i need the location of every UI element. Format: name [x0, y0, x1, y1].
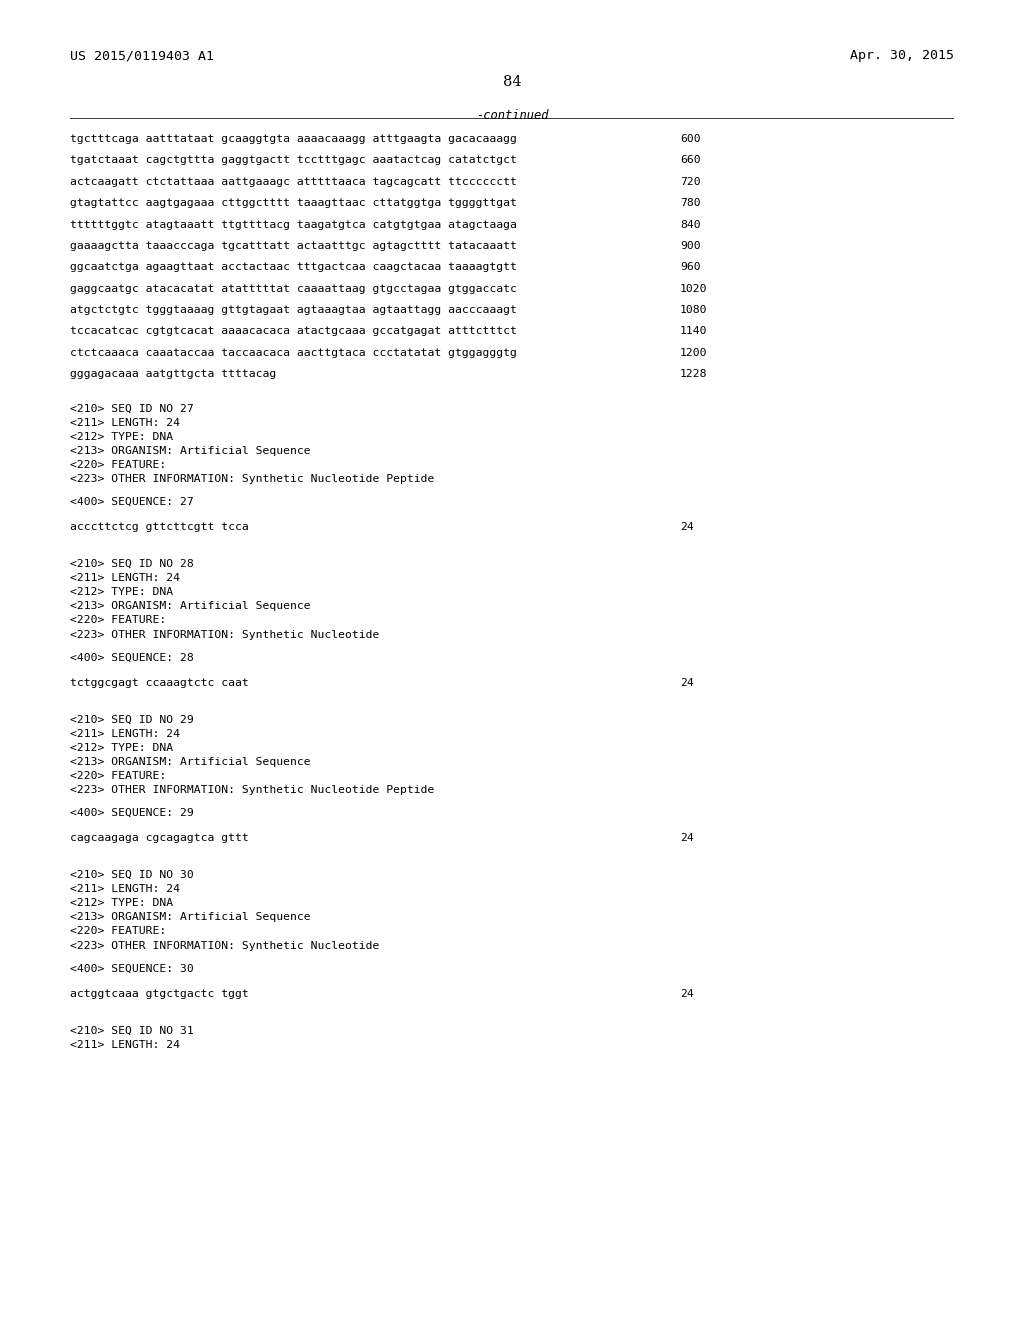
- Text: <220> FEATURE:: <220> FEATURE:: [70, 615, 166, 626]
- Text: <223> OTHER INFORMATION: Synthetic Nucleotide Peptide: <223> OTHER INFORMATION: Synthetic Nucle…: [70, 785, 434, 795]
- Text: acccttctcg gttcttcgtt tcca: acccttctcg gttcttcgtt tcca: [70, 523, 249, 532]
- Text: <223> OTHER INFORMATION: Synthetic Nucleotide Peptide: <223> OTHER INFORMATION: Synthetic Nucle…: [70, 474, 434, 484]
- Text: <212> TYPE: DNA: <212> TYPE: DNA: [70, 743, 173, 752]
- Text: ggcaatctga agaagttaat acctactaac tttgactcaa caagctacaa taaaagtgtt: ggcaatctga agaagttaat acctactaac tttgact…: [70, 263, 516, 272]
- Text: tccacatcac cgtgtcacat aaaacacaca atactgcaaa gccatgagat atttctttct: tccacatcac cgtgtcacat aaaacacaca atactgc…: [70, 326, 516, 337]
- Text: <213> ORGANISM: Artificial Sequence: <213> ORGANISM: Artificial Sequence: [70, 912, 310, 923]
- Text: <220> FEATURE:: <220> FEATURE:: [70, 771, 166, 781]
- Text: <400> SEQUENCE: 28: <400> SEQUENCE: 28: [70, 652, 194, 663]
- Text: 24: 24: [680, 833, 693, 843]
- Text: tctggcgagt ccaaagtctc caat: tctggcgagt ccaaagtctc caat: [70, 677, 249, 688]
- Text: 600: 600: [680, 135, 700, 144]
- Text: <400> SEQUENCE: 27: <400> SEQUENCE: 27: [70, 496, 194, 507]
- Text: gggagacaaa aatgttgcta ttttacag: gggagacaaa aatgttgcta ttttacag: [70, 370, 275, 379]
- Text: 1140: 1140: [680, 326, 708, 337]
- Text: <213> ORGANISM: Artificial Sequence: <213> ORGANISM: Artificial Sequence: [70, 756, 310, 767]
- Text: <210> SEQ ID NO 28: <210> SEQ ID NO 28: [70, 558, 194, 569]
- Text: <223> OTHER INFORMATION: Synthetic Nucleotide: <223> OTHER INFORMATION: Synthetic Nucle…: [70, 941, 379, 950]
- Text: 900: 900: [680, 242, 700, 251]
- Text: <213> ORGANISM: Artificial Sequence: <213> ORGANISM: Artificial Sequence: [70, 602, 310, 611]
- Text: <211> LENGTH: 24: <211> LENGTH: 24: [70, 1040, 179, 1049]
- Text: 1080: 1080: [680, 305, 708, 315]
- Text: <220> FEATURE:: <220> FEATURE:: [70, 459, 166, 470]
- Text: <211> LENGTH: 24: <211> LENGTH: 24: [70, 884, 179, 894]
- Text: <213> ORGANISM: Artificial Sequence: <213> ORGANISM: Artificial Sequence: [70, 446, 310, 455]
- Text: <211> LENGTH: 24: <211> LENGTH: 24: [70, 417, 179, 428]
- Text: tgatctaaat cagctgttta gaggtgactt tcctttgagc aaatactcag catatctgct: tgatctaaat cagctgttta gaggtgactt tcctttg…: [70, 156, 516, 165]
- Text: <223> OTHER INFORMATION: Synthetic Nucleotide: <223> OTHER INFORMATION: Synthetic Nucle…: [70, 630, 379, 640]
- Text: gaggcaatgc atacacatat atatttttat caaaattaag gtgcctagaa gtggaccatc: gaggcaatgc atacacatat atatttttat caaaatt…: [70, 284, 516, 293]
- Text: atgctctgtc tgggtaaaag gttgtagaat agtaaagtaa agtaattagg aacccaaagt: atgctctgtc tgggtaaaag gttgtagaat agtaaag…: [70, 305, 516, 315]
- Text: <400> SEQUENCE: 30: <400> SEQUENCE: 30: [70, 964, 194, 973]
- Text: <400> SEQUENCE: 29: <400> SEQUENCE: 29: [70, 808, 194, 818]
- Text: ttttttggtc atagtaaatt ttgttttacg taagatgtca catgtgtgaa atagctaaga: ttttttggtc atagtaaatt ttgttttacg taagatg…: [70, 219, 516, 230]
- Text: <210> SEQ ID NO 30: <210> SEQ ID NO 30: [70, 870, 194, 880]
- Text: 84: 84: [503, 74, 521, 88]
- Text: <210> SEQ ID NO 29: <210> SEQ ID NO 29: [70, 714, 194, 725]
- Text: <211> LENGTH: 24: <211> LENGTH: 24: [70, 729, 179, 739]
- Text: <210> SEQ ID NO 27: <210> SEQ ID NO 27: [70, 404, 194, 413]
- Text: -continued: -continued: [476, 110, 548, 121]
- Text: <220> FEATURE:: <220> FEATURE:: [70, 927, 166, 936]
- Text: 24: 24: [680, 523, 693, 532]
- Text: gaaaagctta taaacccaga tgcatttatt actaatttgc agtagctttt tatacaaatt: gaaaagctta taaacccaga tgcatttatt actaatt…: [70, 242, 516, 251]
- Text: 960: 960: [680, 263, 700, 272]
- Text: <212> TYPE: DNA: <212> TYPE: DNA: [70, 898, 173, 908]
- Text: <210> SEQ ID NO 31: <210> SEQ ID NO 31: [70, 1026, 194, 1035]
- Text: 1228: 1228: [680, 370, 708, 379]
- Text: 1020: 1020: [680, 284, 708, 293]
- Text: 840: 840: [680, 219, 700, 230]
- Text: 660: 660: [680, 156, 700, 165]
- Text: 720: 720: [680, 177, 700, 186]
- Text: tgctttcaga aatttataat gcaaggtgta aaaacaaagg atttgaagta gacacaaagg: tgctttcaga aatttataat gcaaggtgta aaaacaa…: [70, 135, 516, 144]
- Text: 24: 24: [680, 677, 693, 688]
- Text: ctctcaaaca caaataccaa taccaacaca aacttgtaca ccctatatat gtggagggtg: ctctcaaaca caaataccaa taccaacaca aacttgt…: [70, 347, 516, 358]
- Text: Apr. 30, 2015: Apr. 30, 2015: [850, 49, 954, 62]
- Text: <211> LENGTH: 24: <211> LENGTH: 24: [70, 573, 179, 583]
- Text: gtagtattcc aagtgagaaa cttggctttt taaagttaac cttatggtga tggggttgat: gtagtattcc aagtgagaaa cttggctttt taaagtt…: [70, 198, 516, 209]
- Text: 1200: 1200: [680, 347, 708, 358]
- Text: <212> TYPE: DNA: <212> TYPE: DNA: [70, 587, 173, 597]
- Text: actcaagatt ctctattaaa aattgaaagc atttttaaca tagcagcatt ttcccccctt: actcaagatt ctctattaaa aattgaaagc attttta…: [70, 177, 516, 186]
- Text: actggtcaaa gtgctgactc tggt: actggtcaaa gtgctgactc tggt: [70, 989, 249, 999]
- Text: 24: 24: [680, 989, 693, 999]
- Text: 780: 780: [680, 198, 700, 209]
- Text: cagcaagaga cgcagagtca gttt: cagcaagaga cgcagagtca gttt: [70, 833, 249, 843]
- Text: <212> TYPE: DNA: <212> TYPE: DNA: [70, 432, 173, 442]
- Text: US 2015/0119403 A1: US 2015/0119403 A1: [70, 49, 214, 62]
